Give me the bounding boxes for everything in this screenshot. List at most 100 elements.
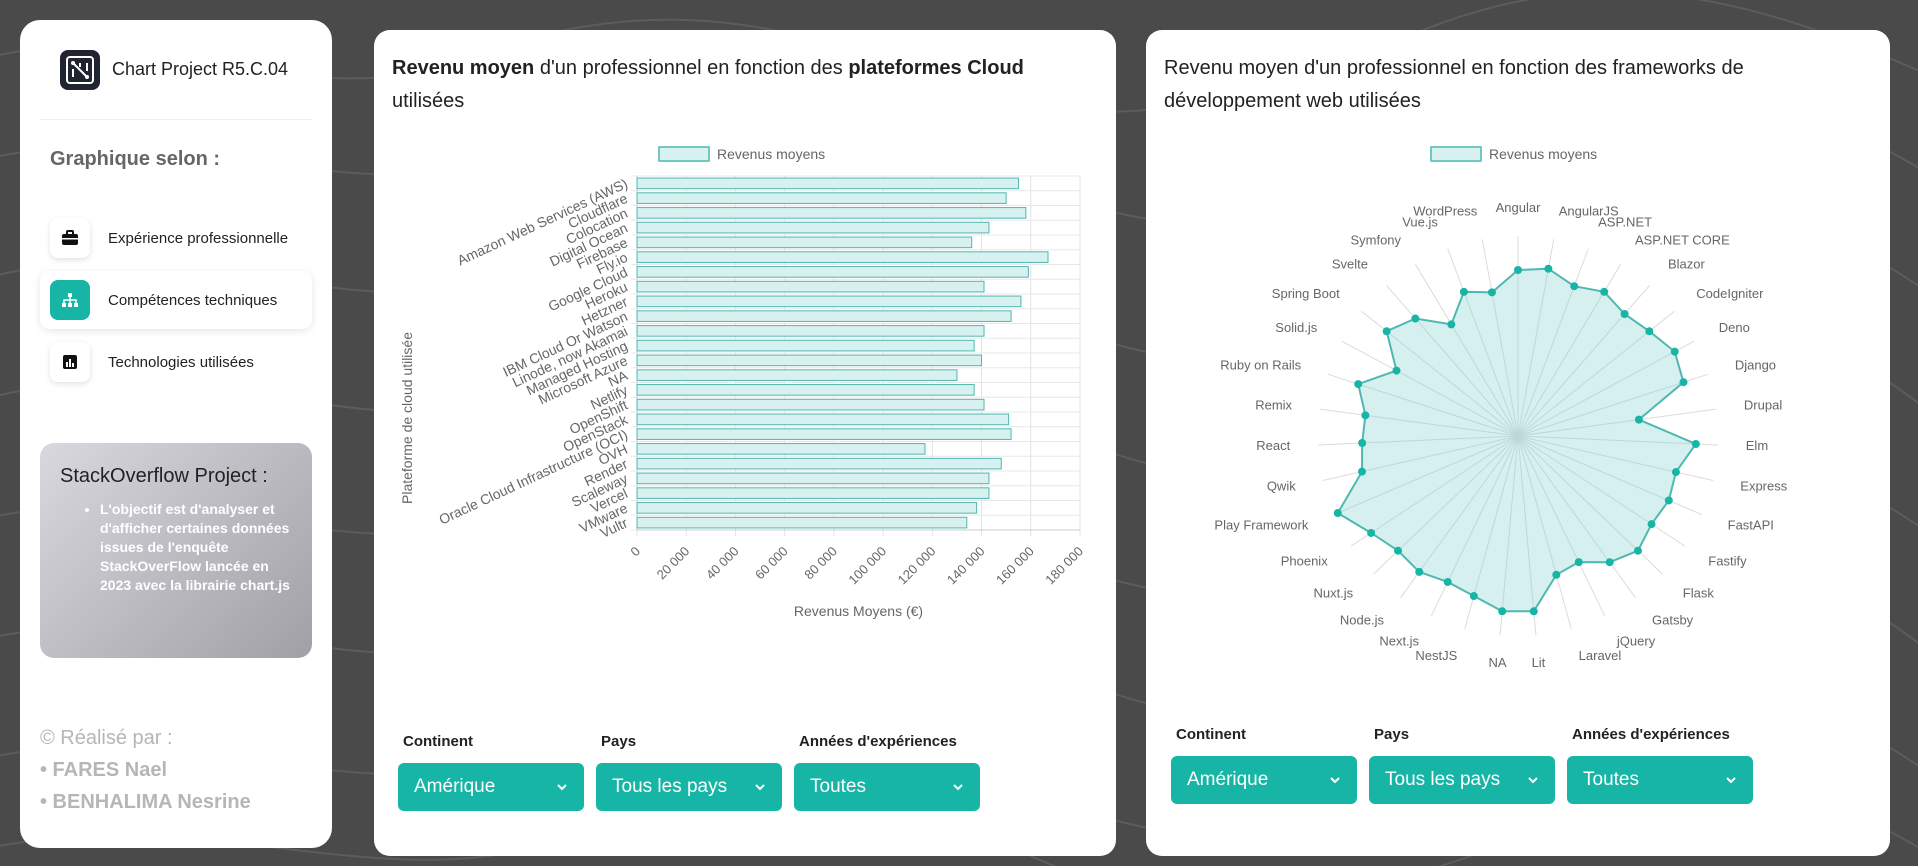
radar-point [1600, 287, 1609, 296]
bar [636, 443, 926, 455]
radar-spoke [1322, 435, 1519, 481]
radar-point [1382, 327, 1391, 336]
radar-point [1552, 570, 1561, 579]
radar-series-area [1336, 267, 1698, 613]
x-tick-label: 80 000 [801, 544, 840, 583]
info-card-title: StackOverflow Project : [60, 465, 268, 487]
experience-select[interactable]: Toutes [1567, 756, 1753, 804]
bar [636, 251, 1049, 263]
panel-title: Revenu moyen d'un professionnel en fonct… [1164, 57, 1744, 112]
select-value: Amérique [414, 776, 496, 797]
radar-point [1647, 520, 1656, 529]
radar-spoke [1341, 340, 1519, 437]
radar-category-label: NA [1489, 655, 1507, 670]
bar [636, 472, 990, 485]
radar-spoke [1481, 239, 1519, 437]
radar-category-label: Phoenix [1281, 554, 1328, 569]
radar-spoke [1386, 285, 1519, 437]
radar-category-label: Remix [1255, 397, 1292, 412]
radar-category-label: Express [1740, 479, 1787, 494]
radar-point [1574, 558, 1583, 567]
continent-select[interactable]: Amérique [1171, 756, 1357, 804]
radar-point [1671, 468, 1680, 477]
sidebar-nav: Expérience professionnelle Compétences t… [40, 209, 312, 391]
radar-point [1544, 264, 1553, 273]
legend-label: Revenus moyens [717, 146, 825, 162]
filter-label: Pays [1374, 726, 1410, 743]
radar-spoke [1517, 435, 1606, 617]
country-select[interactable]: Tous les pays [596, 763, 782, 811]
radar-spoke [1517, 285, 1650, 437]
chevron-down-icon [1528, 777, 1538, 784]
radar-point [1443, 577, 1452, 586]
radar-category-label: Elm [1746, 438, 1768, 453]
y-category-label: NA [606, 367, 631, 390]
radar-spoke [1517, 435, 1714, 481]
x-tick-label: 160 000 [993, 544, 1037, 588]
experience-filter: Années d'expériences Toutes [794, 733, 992, 811]
radar-spoke [1517, 340, 1695, 437]
x-tick-label: 180 000 [1042, 544, 1086, 588]
nav-item-experience[interactable]: Expérience professionnelle [40, 209, 312, 267]
continent-filter: Continent Amérique [1171, 726, 1369, 804]
radar-category-label: Fastify [1708, 554, 1747, 569]
chevron-down-icon [1330, 777, 1340, 784]
filters-row: Continent Amérique Pays Tous les pays An… [398, 733, 992, 811]
radar-point [1670, 347, 1679, 356]
radar-point [1459, 287, 1468, 296]
x-axis-title: Revenus Moyens (€) [794, 603, 923, 619]
bar [636, 236, 973, 249]
radar-spoke [1517, 435, 1718, 446]
radar-point [1605, 558, 1614, 567]
x-tick-label: 100 000 [845, 544, 889, 588]
filter-label: Pays [601, 733, 637, 750]
radar-spoke [1517, 435, 1636, 599]
radar-point [1664, 496, 1673, 505]
panel-title: Revenu moyen d'un professionnel en fonct… [392, 52, 1092, 118]
credits-heading: © Réalisé par : [40, 727, 173, 749]
info-card-text: L'objectif est d'analyser et d'afficher … [100, 500, 292, 595]
sitemap-icon [50, 280, 90, 320]
nav-item-technologies[interactable]: Technologies utilisées [40, 333, 312, 391]
radar-category-label: WordPress [1413, 204, 1478, 219]
radar-point [1361, 411, 1370, 420]
bar-chart-icon [50, 342, 90, 382]
bar [636, 384, 975, 396]
bar [636, 516, 968, 529]
radar-category-label: Node.js [1340, 612, 1385, 627]
radar-point [1570, 282, 1579, 291]
select-value: Tous les pays [1385, 769, 1501, 790]
radar-spoke [1517, 373, 1709, 437]
legend-swatch [1430, 146, 1482, 162]
radar-point [1691, 439, 1700, 448]
radar-spoke [1430, 435, 1519, 617]
x-tick-label: 120 000 [895, 544, 939, 588]
radar-point [1645, 327, 1654, 336]
radar-category-label: FastAPI [1728, 518, 1774, 533]
radar-point [1411, 314, 1420, 323]
radar-category-label: Flask [1683, 586, 1715, 601]
continent-select[interactable]: Amérique [398, 763, 584, 811]
radar-category-label: React [1256, 438, 1290, 453]
country-select[interactable]: Tous les pays [1369, 756, 1555, 804]
brand[interactable]: Chart Project R5.C.04 [40, 20, 312, 120]
country-filter: Pays Tous les pays [1369, 726, 1567, 804]
radar-point [1415, 567, 1424, 576]
experience-filter: Années d'expériences Toutes [1567, 726, 1765, 804]
radar-category-label: Ruby on Rails [1220, 358, 1301, 373]
bar [636, 280, 985, 293]
country-filter: Pays Tous les pays [596, 733, 794, 811]
experience-select[interactable]: Toutes [794, 763, 980, 811]
credits: © Réalisé par : • FARES Nael • BENHALIMA… [40, 722, 251, 818]
title-part: d'un professionnel en fonction des [534, 57, 849, 79]
radar-category-label: AngularJS [1559, 204, 1619, 219]
radar-spoke [1447, 248, 1519, 437]
radar-category-label: Angular [1496, 200, 1541, 215]
bar [636, 177, 1019, 190]
radar-point [1514, 266, 1522, 274]
nav-item-competences[interactable]: Compétences techniques [40, 271, 312, 329]
radar-point [1529, 607, 1538, 616]
radar-point [1367, 528, 1376, 537]
radar-category-label: Next.js [1379, 633, 1419, 648]
select-value: Toutes [1583, 769, 1639, 790]
